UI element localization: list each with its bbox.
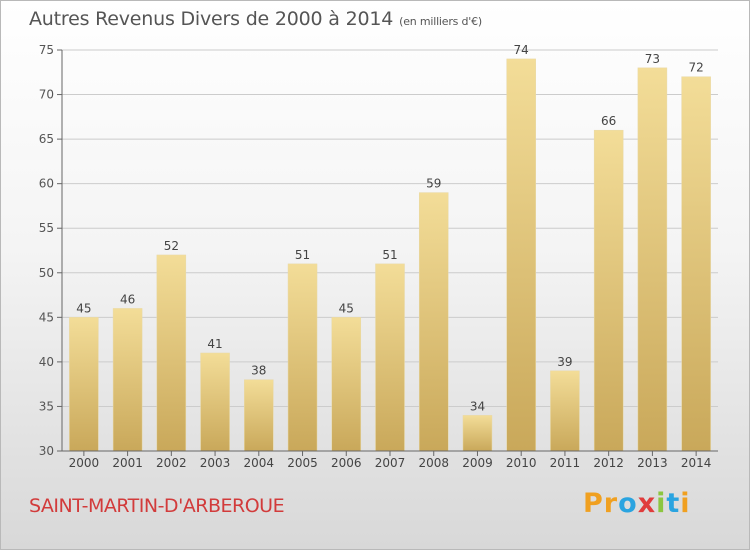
data-label: 34 — [470, 399, 485, 413]
logo-letter: i — [680, 488, 691, 519]
bar-2009 — [462, 415, 493, 452]
x-tick-label: 2013 — [637, 456, 668, 470]
x-tick-label: 2008 — [418, 456, 449, 470]
x-tick-label: 2012 — [593, 456, 624, 470]
data-label: 45 — [339, 301, 354, 315]
data-label: 66 — [601, 114, 616, 128]
data-label: 38 — [251, 364, 266, 378]
axes — [57, 49, 718, 456]
data-label: 41 — [207, 337, 222, 351]
x-tick-label: 2005 — [287, 456, 318, 470]
bar-2004 — [244, 379, 274, 452]
data-label: 52 — [164, 239, 179, 253]
logo-letter: o — [618, 488, 638, 519]
y-tick-label: 55 — [39, 221, 54, 235]
bar-2007 — [375, 263, 405, 452]
data-label: 51 — [295, 248, 310, 262]
x-tick-label: 2006 — [331, 456, 362, 470]
unit-note: (en milliers d'€) — [399, 15, 483, 28]
y-tick-label: 75 — [39, 43, 54, 57]
x-tick-label: 2011 — [550, 456, 581, 470]
logo-letter: x — [637, 488, 657, 519]
x-tick-label: 2003 — [200, 456, 231, 470]
bar-2002 — [156, 254, 187, 452]
bar-2005 — [287, 263, 318, 452]
bar-2014 — [681, 76, 711, 452]
x-tick-label: 2010 — [506, 456, 537, 470]
bars — [69, 58, 711, 452]
bar-2000 — [69, 317, 99, 452]
chart-title: Autres Revenus Divers de 2000 à 2014 (en … — [29, 8, 482, 30]
bar-2006 — [331, 317, 362, 452]
logo-letter: i — [656, 488, 667, 519]
place-name: SAINT-MARTIN-D'ARBEROUE — [29, 495, 285, 517]
x-tick-label: 2001 — [112, 456, 143, 470]
y-tick-label: 40 — [39, 355, 54, 369]
y-tick-label: 35 — [39, 399, 54, 413]
proxiti-logo: Proxiti — [583, 488, 691, 519]
data-label: 46 — [120, 292, 135, 306]
data-label: 45 — [76, 301, 91, 315]
y-tick-label: 60 — [39, 177, 54, 191]
bar-2001 — [112, 308, 143, 452]
logo-letter: t — [666, 488, 681, 519]
y-tick-label: 50 — [39, 266, 54, 280]
x-tick-label: 2000 — [69, 456, 100, 470]
data-label: 39 — [557, 355, 572, 369]
data-label: 74 — [514, 43, 529, 57]
logo-letter: P — [583, 488, 604, 519]
x-tick-label: 2009 — [462, 456, 493, 470]
x-tick-label: 2014 — [681, 456, 712, 470]
x-tick-label: 2004 — [244, 456, 275, 470]
bar-2013 — [637, 67, 668, 452]
y-tick-label: 30 — [39, 444, 54, 458]
data-label: 51 — [382, 248, 397, 262]
x-tick-label: 2007 — [375, 456, 406, 470]
data-label: 72 — [688, 61, 703, 75]
data-label: 73 — [645, 52, 660, 66]
title-text: Autres Revenus Divers de 2000 à 2014 — [29, 8, 394, 30]
y-tick-label: 45 — [39, 310, 54, 324]
y-tick-label: 70 — [39, 88, 54, 102]
bar-2008 — [418, 192, 449, 452]
bar-2012 — [593, 129, 624, 452]
y-tick-label: 65 — [39, 132, 54, 146]
bar-2010 — [506, 58, 536, 452]
data-label: 59 — [426, 177, 441, 191]
bar-2003 — [200, 352, 230, 452]
labels: 30 35 40 45 50 55 60 65 70 75 45 2000 46 2001 52 2002 41… — [39, 43, 712, 470]
logo-letter: r — [603, 488, 619, 519]
x-tick-label: 2002 — [156, 456, 187, 470]
bar-2011 — [550, 370, 580, 452]
